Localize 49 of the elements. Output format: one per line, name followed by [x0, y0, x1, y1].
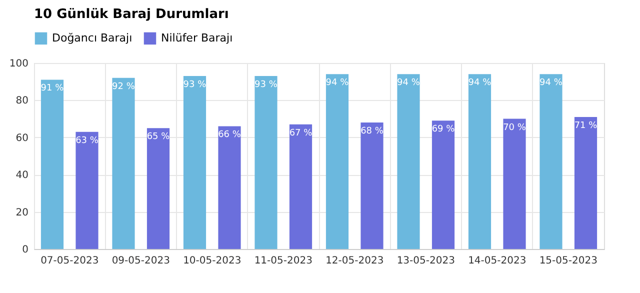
legend-label: Nilüfer Barajı	[161, 31, 233, 44]
bar	[397, 74, 420, 249]
bar	[254, 76, 278, 249]
bar	[289, 124, 312, 249]
bar	[326, 74, 349, 249]
data-label: 91 %	[40, 84, 64, 94]
bar	[183, 76, 206, 249]
data-label: 94 %	[468, 78, 492, 88]
x-tick-label: 11-05-2023	[254, 256, 312, 266]
y-tick-label: 0	[22, 244, 28, 256]
legend-label: Doğancı Barajı	[52, 31, 132, 44]
x-tick-label: 13-05-2023	[396, 256, 455, 266]
y-tick-label: 100	[9, 58, 28, 70]
bar	[76, 132, 98, 249]
data-label: 68 %	[360, 126, 384, 137]
x-tick-label: 07-05-2023	[40, 256, 99, 266]
data-label: 67 %	[289, 128, 313, 138]
data-label: 92 %	[112, 82, 136, 92]
bar	[468, 74, 492, 249]
data-label: 93 %	[183, 80, 207, 90]
chart-title: 10 Günlük Baraj Durumları	[34, 7, 229, 22]
bar	[218, 126, 241, 249]
data-label: 63 %	[76, 136, 99, 146]
x-tick-label: 12-05-2023	[326, 256, 384, 266]
x-tick-label: 09-05-2023	[112, 256, 170, 266]
data-label: 65 %	[146, 132, 170, 142]
x-tick-label: 14-05-2023	[468, 256, 526, 266]
y-tick-label: 20	[16, 207, 28, 218]
bar	[360, 122, 384, 249]
y-tick-label: 80	[16, 96, 28, 107]
bar	[40, 80, 64, 249]
bar	[432, 120, 455, 249]
bar	[574, 116, 598, 249]
bar	[540, 74, 562, 249]
y-tick-label: 60	[16, 132, 28, 144]
data-label: 94 %	[326, 78, 350, 88]
data-label: 66 %	[218, 130, 242, 140]
x-tick-label: 15-05-2023	[539, 256, 598, 266]
bar	[112, 78, 135, 249]
data-label: 93 %	[254, 80, 278, 90]
x-tick-label: 10-05-2023	[183, 256, 242, 266]
data-label: 94 %	[540, 78, 563, 88]
bar	[503, 118, 526, 249]
data-label: 71 %	[574, 120, 598, 131]
bar	[146, 128, 170, 249]
data-label: 94 %	[397, 78, 420, 88]
data-label: 69 %	[432, 124, 456, 135]
y-tick-label: 40	[16, 170, 28, 182]
data-label: 70 %	[503, 122, 526, 133]
